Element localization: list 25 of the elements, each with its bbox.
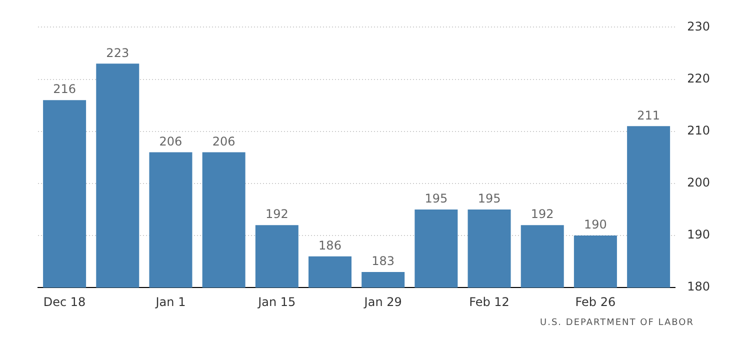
data-label: 190: [584, 218, 607, 232]
text: U.S. DEPARTMENT OF LABOR: [540, 318, 694, 328]
y-tick-label: 230: [687, 19, 710, 34]
y-tick-label: 190: [687, 228, 710, 242]
data-label: 223: [106, 46, 130, 60]
data-label: 183: [372, 254, 395, 268]
data-label: 192: [530, 207, 554, 222]
y-tick-label: 200: [687, 176, 710, 190]
data-label: 211: [637, 108, 660, 122]
x-tick-label: Feb 26: [575, 294, 616, 309]
data-label: 216: [53, 82, 76, 96]
x-tick-label: Dec 18: [43, 294, 86, 309]
x-tick-label: Feb 12: [469, 294, 510, 309]
data-label: 206: [212, 134, 236, 148]
y-tick-label: 210: [687, 123, 710, 138]
x-tick-label: Jan 15: [257, 294, 296, 309]
x-tick-label: Jan 29: [363, 294, 402, 309]
data-label: 186: [318, 238, 342, 252]
y-tick-label: 180: [687, 280, 710, 294]
data-label: 206: [159, 134, 182, 148]
data-label: 195: [478, 192, 501, 206]
data-label: 195: [424, 192, 448, 206]
x-tick-label: Jan 1: [154, 294, 186, 309]
y-tick-label: 220: [687, 71, 710, 86]
data-label: 192: [265, 207, 288, 222]
